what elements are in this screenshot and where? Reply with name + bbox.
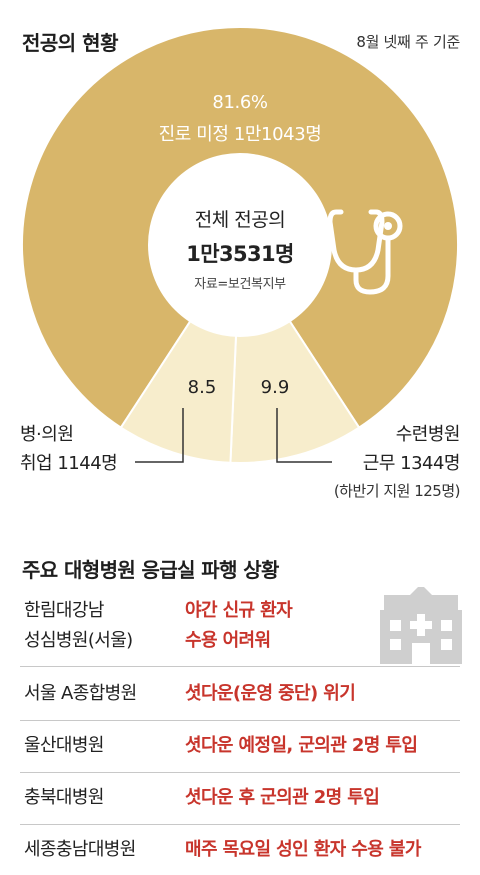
status-text: 셧다운(운영 중단) 위기 (185, 683, 356, 704)
status-text-line2: 수용 어려워 (185, 630, 271, 651)
clinic-label-line2: 취업 1144명 (20, 453, 118, 474)
status-text: 셧다운 예정일, 군의관 2명 투입 (185, 735, 418, 756)
hospital-name: 울산대병원 (24, 735, 104, 756)
hospital-building-icon (380, 587, 462, 664)
leader-line-clinic (135, 408, 184, 463)
training-label-line2: 근무 1344명 (362, 453, 461, 474)
center-source: 자료=보건복지부 (194, 277, 286, 292)
stethoscope-icon (327, 209, 403, 295)
main-slice-desc: 진로 미정 1만1043명 (158, 124, 322, 145)
training-label-line1: 수련병원 (395, 424, 461, 445)
clinic-label-line1: 병·의원 (20, 424, 74, 445)
row-divider (20, 720, 460, 721)
training-label-note: (하반기 지원 125명) (333, 482, 461, 500)
hospital-name: 한림대강남 (24, 600, 104, 621)
row-divider (20, 666, 460, 667)
row-divider (20, 824, 460, 825)
clinic-slice-pct: 8.5 (187, 377, 217, 398)
status-text: 야간 신규 환자 (185, 600, 293, 621)
status-text: 셧다운 후 군의관 2명 투입 (185, 787, 380, 808)
hospital-name: 충북대병원 (24, 787, 104, 808)
training-slice-pct: 9.9 (260, 377, 290, 398)
hospital-name-line2: 성심병원(서울) (24, 630, 133, 651)
donut-hole (148, 153, 332, 337)
center-title: 전체 전공의 (194, 209, 286, 231)
hospital-name: 세종충남대병원 (24, 839, 136, 860)
status-text: 매주 목요일 성인 환자 수용 불가 (185, 839, 421, 860)
section-title: 주요 대형병원 응급실 파행 상황 (22, 558, 279, 582)
leader-line-training (276, 408, 332, 463)
date-note: 8월 넷째 주 기준 (356, 33, 460, 51)
center-total: 1만3531명 (186, 242, 294, 266)
chart-title: 전공의 현황 (22, 31, 118, 55)
hospital-name: 서울 A종합병원 (24, 683, 137, 704)
row-divider (20, 772, 460, 773)
main-slice-pct: 81.6% (212, 92, 268, 113)
